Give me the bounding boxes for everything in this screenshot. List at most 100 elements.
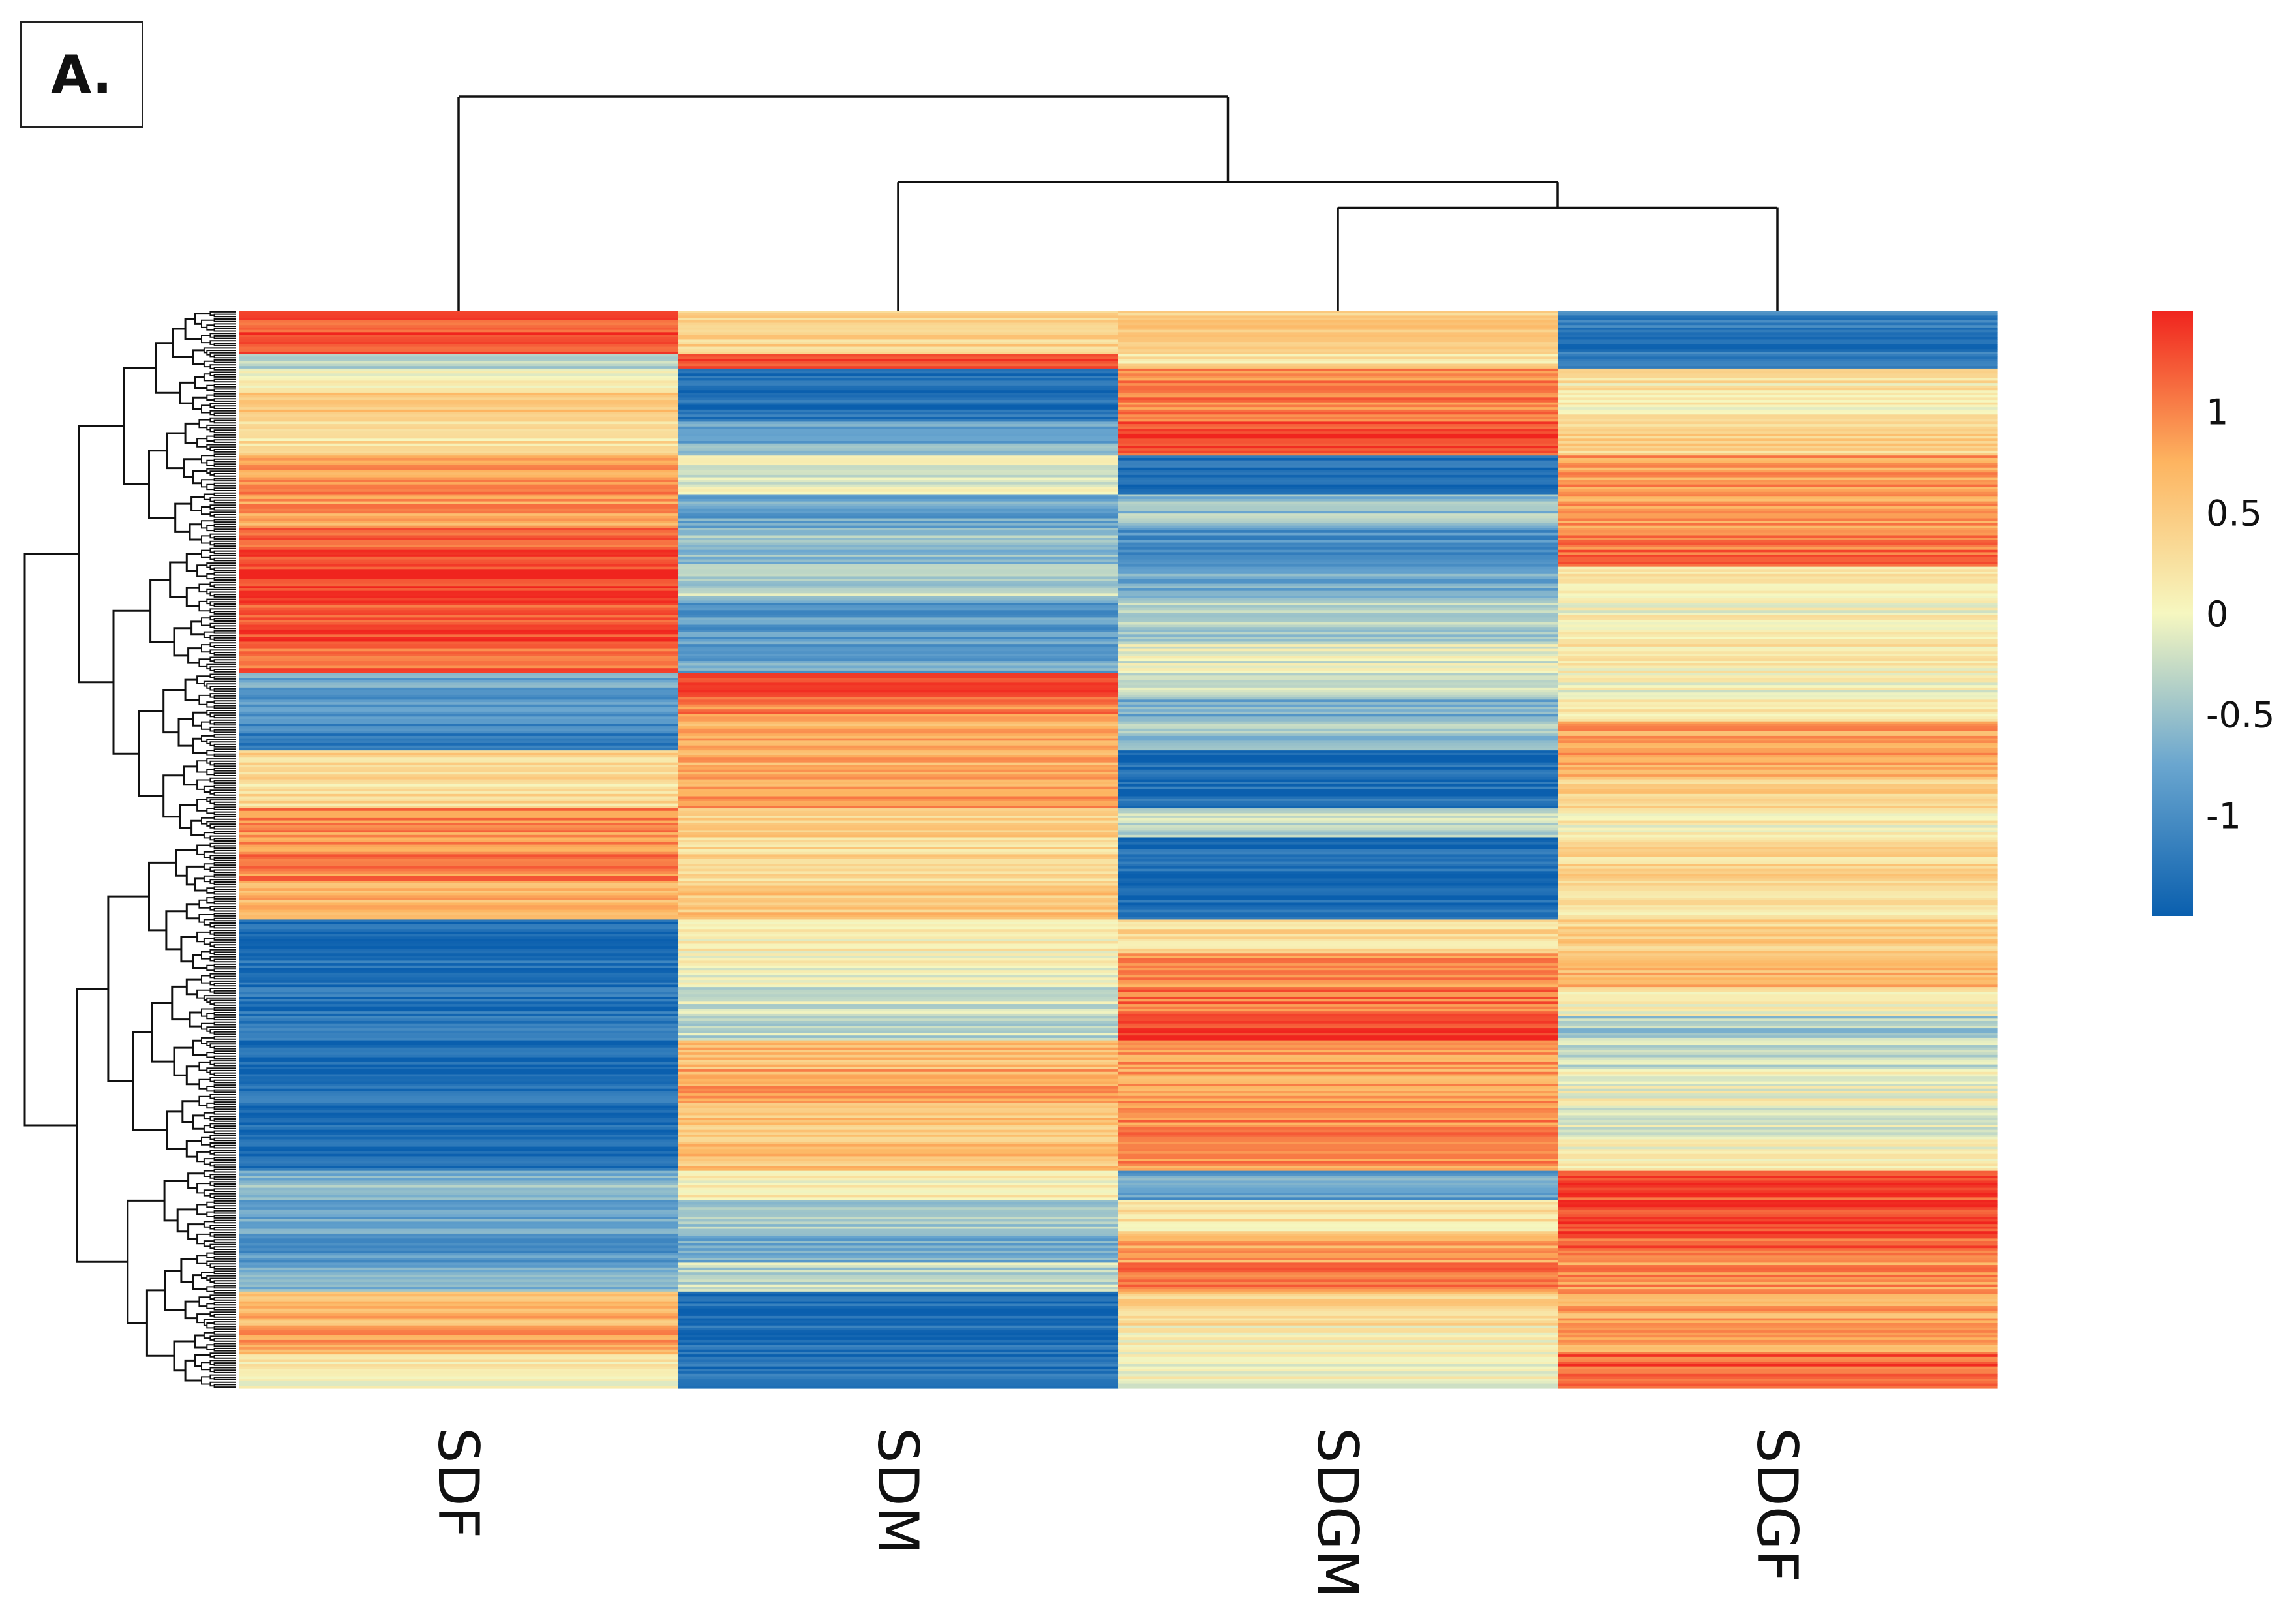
heatmap-cell-sdf [239,823,679,826]
heatmap-cell-sdf [239,366,679,369]
heatmap-cell-sdgf [1558,501,1998,504]
heatmap-cell-sdgm [1118,898,1558,901]
row-dendro-link [213,714,236,719]
row-dendro-link [213,1343,236,1347]
heatmap-cell-sdgf [1558,1364,1998,1367]
heatmap-cell-sdm [678,762,1119,765]
heatmap-cell-sdgf [1558,596,1998,599]
heatmap-cell-sdf [239,1376,679,1379]
heatmap-cell-sdm [678,637,1119,640]
heatmap-cell-sdgf [1558,996,1998,1000]
heatmap-cell-sdgm [1118,678,1558,681]
heatmap-cell-sdm [678,325,1119,328]
heatmap-cell-sdf [239,868,679,872]
heatmap-cell-sdm [678,1105,1119,1108]
heatmap-cell-sdgm [1118,518,1558,521]
heatmap-cell-sdgf [1558,1045,1998,1048]
heatmap-cell-sdf [239,624,679,628]
heatmap-cell-sdgf [1558,653,1998,657]
heatmap-cell-sdf [239,562,679,565]
column-label-sdgm: SDGM [1305,1427,1370,1598]
heatmap-cell-sdf [239,1192,679,1196]
row-dendro-link [177,718,194,747]
heatmap-cell-sdgm [1118,1153,1558,1157]
heatmap-cell-sdf [239,1289,679,1292]
heatmap-cell-sdf [239,378,679,382]
heatmap-cell-sdgm [1118,1178,1558,1182]
heatmap-cell-sdf [239,782,679,785]
heatmap-cell-sdf [239,472,679,476]
row-dendro-link [165,910,187,951]
heatmap-cell-sdgm [1118,1318,1558,1321]
heatmap-cell-sdf [239,613,679,616]
heatmap-cell-sdm [678,1195,1119,1198]
row-dendro-link [196,1204,207,1215]
heatmap-cell-sdgf [1558,718,1998,722]
heatmap-cell-sdgm [1118,1342,1558,1345]
heatmap-cell-sdgm [1118,1337,1558,1341]
row-dendro-link [213,1118,236,1122]
heatmap-cell-sdgm [1118,639,1558,643]
heatmap-cell-sdgf [1558,1142,1998,1145]
heatmap-cell-sdgm [1118,632,1558,635]
row-dendro-link [213,1012,236,1016]
heatmap-cell-sdm [678,726,1119,729]
heatmap-cell-sdgf [1558,1197,1998,1200]
heatmap-cell-sdf [239,455,679,459]
heatmap-cell-sdf [239,1060,679,1063]
heatmap-cell-sdm [678,356,1119,359]
heatmap-cell-sdf [239,552,679,555]
heatmap-cell-sdf [239,685,679,688]
row-dendro-link [213,543,236,547]
row-dendro-link [179,804,198,829]
heatmap-cell-sdf [239,441,679,444]
heatmap-cell-sdf [239,1108,679,1111]
row-dendro-link [78,425,125,684]
heatmap-cell-sdf [239,588,679,592]
heatmap-cell-sdgf [1558,1064,1998,1067]
heatmap-cell-sdgm [1118,1315,1558,1319]
heatmap-cell-sdm [678,989,1119,993]
row-dendro-link [213,1290,236,1294]
heatmap-cell-sdgf [1558,874,1998,877]
heatmap-cell-sdf [239,380,679,384]
heatmap-cell-sdm [678,941,1119,945]
heatmap-cell-sdgm [1118,535,1558,538]
heatmap-cell-sdgm [1118,1125,1558,1128]
row-dendro-link [213,1270,236,1275]
heatmap-cell-sdm [678,472,1119,476]
heatmap-cell-sdgf [1558,1356,1998,1360]
heatmap-cell-sdgf [1558,1050,1998,1053]
heatmap-cell-sdf [239,1274,679,1278]
heatmap-cell-sdgf [1558,1332,1998,1336]
heatmap-cell-sdgf [1558,905,1998,908]
heatmap-cell-sdgm [1118,943,1558,947]
heatmap-cell-sdf [239,426,679,430]
heatmap-cell-sdgm [1118,1233,1558,1237]
heatmap-cell-sdgf [1558,892,1998,896]
heatmap-cell-sdf [239,999,679,1002]
heatmap-cell-sdf [239,361,679,365]
heatmap-cell-sdm [678,890,1119,894]
heatmap-cell-sdgf [1558,579,1998,582]
heatmap-cell-sdm [678,523,1119,526]
row-dendro-link [166,432,186,470]
heatmap-cell-sdgf [1558,752,1998,756]
row-dendro-link [213,1384,236,1388]
row-dendro-link [213,944,236,948]
heatmap-cell-sdgf [1558,661,1998,664]
heatmap-cell-sdgm [1118,1035,1558,1039]
heatmap-cell-sdgm [1118,786,1558,789]
heatmap-cell-sdgm [1118,1231,1558,1234]
heatmap-cell-sdm [678,607,1119,611]
heatmap-cell-sdgf [1558,573,1998,577]
heatmap-cell-sdf [239,1023,679,1026]
heatmap-cell-sdm [678,1095,1119,1099]
row-dendro-link [213,398,236,402]
heatmap-cell-sdgf [1558,1291,1998,1295]
heatmap-cell-sdm [678,1369,1119,1372]
heatmap-cell-sdm [678,513,1119,517]
heatmap-cell-sdm [678,661,1119,664]
heatmap-cell-sdm [678,1217,1119,1220]
heatmap-cell-sdm [678,704,1119,708]
